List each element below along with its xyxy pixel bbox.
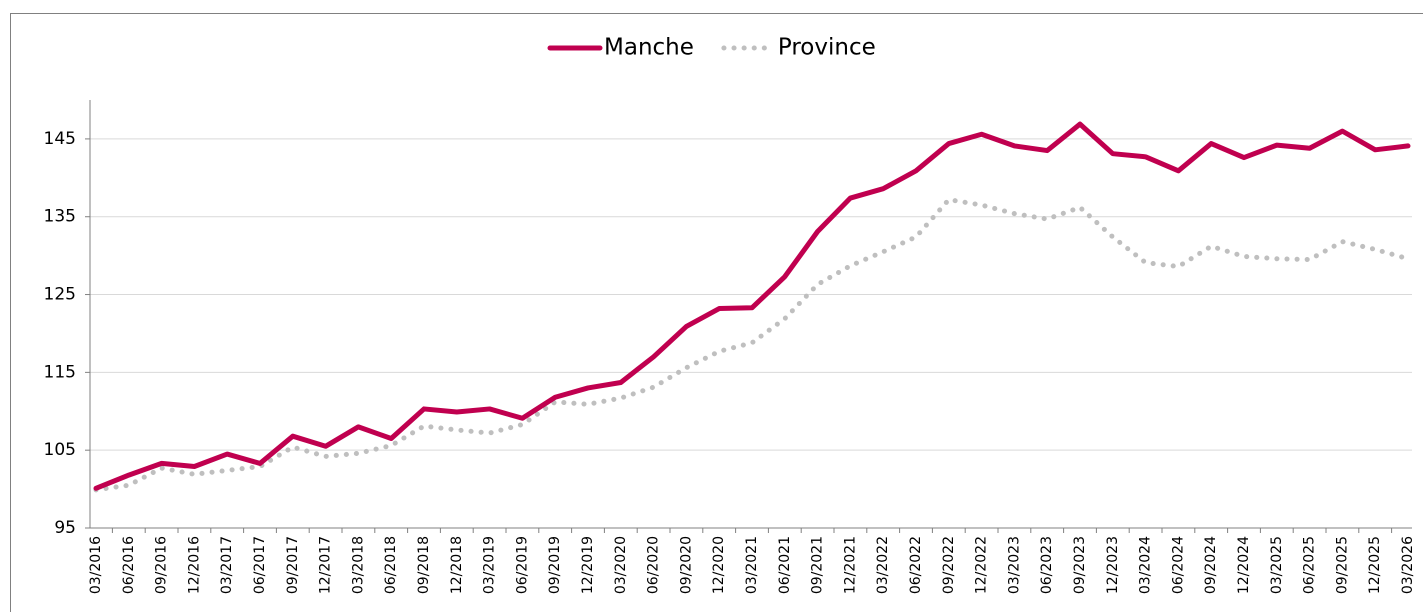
x-tick-label: 06/2020 bbox=[646, 536, 662, 594]
y-tick-label: 115 bbox=[44, 362, 76, 382]
x-tick-label: 06/2024 bbox=[1170, 536, 1186, 594]
x-tick-label: 09/2016 bbox=[154, 536, 170, 594]
x-tick-label: 06/2017 bbox=[252, 536, 268, 594]
x-tick-label: 06/2022 bbox=[908, 536, 924, 594]
x-tick-label: 06/2023 bbox=[1039, 536, 1055, 594]
y-tick-label: 125 bbox=[44, 285, 76, 305]
x-tick-label: 12/2023 bbox=[1105, 536, 1121, 594]
series-line bbox=[93, 121, 1411, 491]
x-tick-label: 12/2019 bbox=[580, 536, 596, 594]
x-tick-label: 09/2018 bbox=[416, 536, 432, 594]
y-tick-label: 95 bbox=[54, 518, 76, 538]
x-tick-label: 03/2023 bbox=[1006, 536, 1022, 594]
x-tick-label: 03/2019 bbox=[482, 536, 498, 594]
x-tick-label: 12/2018 bbox=[449, 536, 465, 594]
x-tick-label: 12/2021 bbox=[842, 536, 858, 594]
x-tick-label: 09/2020 bbox=[678, 536, 694, 594]
x-tick-label: 12/2020 bbox=[711, 536, 727, 594]
x-tick-label: 12/2025 bbox=[1367, 536, 1383, 594]
x-tick-label: 12/2017 bbox=[318, 536, 334, 594]
x-tick-label: 09/2023 bbox=[1072, 536, 1088, 594]
x-tick-label: 09/2025 bbox=[1334, 536, 1350, 594]
x-tick-label: 09/2017 bbox=[285, 536, 301, 594]
x-tick-label: 09/2021 bbox=[810, 536, 826, 594]
x-tick-label: 03/2020 bbox=[613, 536, 629, 594]
legend-label: Manche bbox=[604, 35, 694, 61]
x-tick-label: 09/2024 bbox=[1203, 536, 1219, 594]
series-line bbox=[93, 197, 1411, 493]
x-tick-label: 12/2022 bbox=[974, 536, 990, 594]
x-tick-label: 06/2025 bbox=[1302, 536, 1318, 594]
y-tick-label: 145 bbox=[44, 129, 76, 149]
x-tick-label: 09/2019 bbox=[547, 536, 563, 594]
chart-frame bbox=[10, 13, 1423, 612]
y-tick-label: 105 bbox=[44, 440, 76, 460]
x-tick-label: 03/2017 bbox=[219, 536, 235, 594]
x-tick-label: 03/2018 bbox=[350, 536, 366, 594]
x-tick-label: 03/2026 bbox=[1400, 536, 1416, 594]
y-tick-label: 135 bbox=[44, 207, 76, 227]
x-tick-label: 06/2016 bbox=[121, 536, 137, 594]
x-tick-label: 06/2021 bbox=[777, 536, 793, 594]
x-tick-label: 06/2019 bbox=[514, 536, 530, 594]
x-tick-label: 03/2025 bbox=[1269, 536, 1285, 594]
x-tick-label: 03/2016 bbox=[88, 536, 104, 594]
x-tick-label: 03/2021 bbox=[744, 536, 760, 594]
x-tick-label: 03/2022 bbox=[875, 536, 891, 594]
x-tick-label: 06/2018 bbox=[383, 536, 399, 594]
x-tick-label: 09/2022 bbox=[941, 536, 957, 594]
x-tick-label: 12/2024 bbox=[1236, 536, 1252, 594]
legend-label: Province bbox=[778, 35, 876, 61]
x-tick-label: 12/2016 bbox=[186, 536, 202, 594]
x-tick-label: 03/2024 bbox=[1138, 536, 1154, 594]
